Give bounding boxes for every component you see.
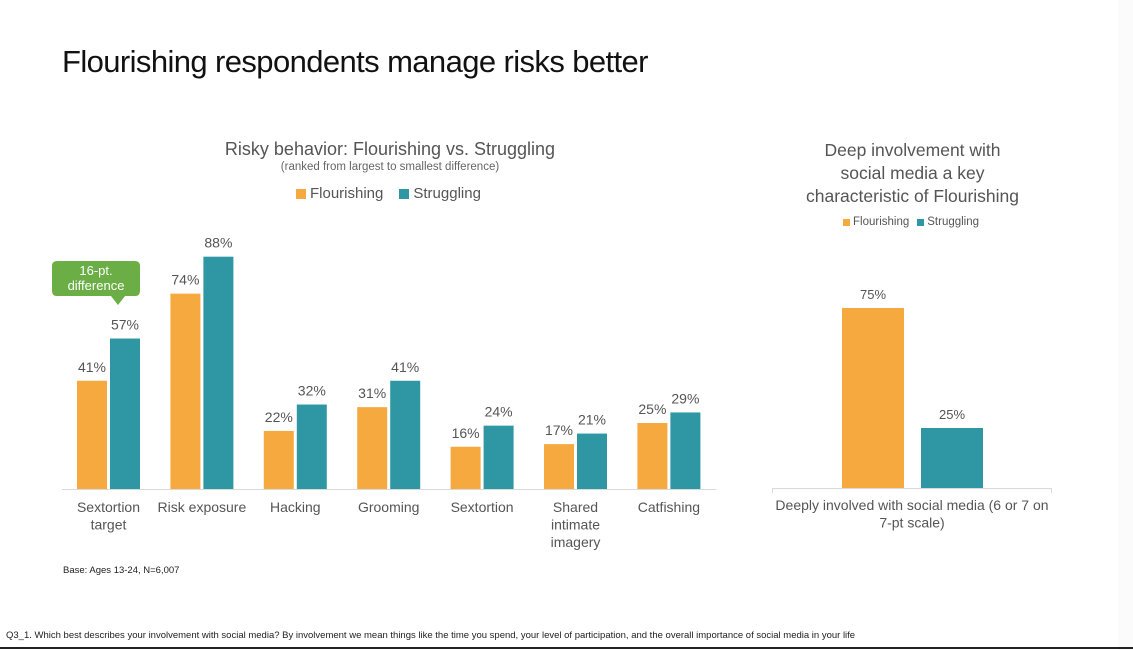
data-label: 17% [545,422,573,438]
data-label: 24% [485,404,513,420]
bar-struggling [483,425,514,489]
legend-swatch-flourishing [296,188,306,199]
data-label: 16% [452,425,480,441]
right-title-line: Deep involvement with [824,140,1001,160]
left-chart-title: Risky behavior: Flourishing vs. Struggli… [224,139,556,159]
data-label: 22% [265,409,293,425]
legend-label: Flourishing [853,216,910,228]
base-note: Base: Ages 13-24, N=6,007 [63,565,180,576]
legend-swatch-struggling [917,218,925,226]
category-label: Sextortion [451,499,514,515]
category-label: Risk exposure [158,499,247,515]
category-label: Sextortion [77,499,140,515]
category-label: 7-pt scale) [879,515,944,531]
legend-item-struggling: Struggling [917,216,979,228]
right-chart-title: Deep involvement with social media a key… [770,139,1055,208]
bar-flourishing [842,308,904,488]
bar-flourishing [77,380,107,489]
data-label: 88% [204,235,232,251]
category-label: Grooming [358,499,419,515]
data-label: 41% [78,359,106,375]
page-title: Flourishing respondents manage risks bet… [62,44,649,79]
data-label: 25% [939,407,965,422]
legend-swatch-struggling [399,188,410,199]
legend-item-flourishing: Flourishing [296,185,383,202]
data-label: 57% [111,317,139,333]
bar-flourishing [450,446,481,489]
slide-edge [1118,0,1133,650]
category-label: Shared [553,499,598,515]
bar-flourishing [263,430,294,489]
category-label: intimate [551,517,600,533]
left-chart-legend: Flourishing Struggling [296,185,497,202]
data-label: 74% [171,272,199,288]
bar-flourishing [170,293,201,489]
bar-flourishing [357,407,388,489]
data-label: 32% [298,383,326,399]
data-label: 31% [358,385,386,401]
bottom-rule [0,647,1133,649]
footnote: Q3_1. Which best describes your involvem… [6,630,856,641]
annotation-text: difference [68,278,125,293]
bar-struggling [390,380,421,489]
category-label: target [91,517,127,533]
category-label: imagery [551,534,601,550]
legend-label: Struggling [413,185,481,202]
legend-item-flourishing: Flourishing [843,216,909,228]
data-label: 75% [860,287,886,302]
bar-struggling [577,433,607,489]
bar-struggling [203,256,234,489]
bar-struggling [110,338,140,489]
data-label: 41% [391,359,419,375]
left-chart-subtitle: (ranked from largest to smallest differe… [280,161,500,173]
legend-item-struggling: Struggling [399,185,481,202]
data-label: 29% [671,390,699,406]
bar-flourishing [637,423,668,489]
annotation-text: 16-pt. [79,263,112,278]
bar-struggling [921,428,983,488]
category-label: Deeply involved with social media (6 or … [775,497,1048,513]
legend-label: Struggling [927,216,980,228]
right-title-line: social media a key [840,163,985,183]
category-label: Catfishing [638,499,700,515]
legend-swatch-flourishing [843,218,850,226]
annotation-callout [52,261,140,305]
right-chart-legend: Flourishing Struggling [843,216,987,228]
legend-label: Flourishing [310,185,384,202]
category-label: Hacking [270,499,321,515]
data-label: 21% [578,412,606,428]
data-label: 25% [638,401,666,417]
bar-flourishing [544,444,574,489]
bar-struggling [296,404,327,489]
bar-struggling [670,412,701,489]
right-title-line: characteristic of Flourishing [806,186,1019,206]
